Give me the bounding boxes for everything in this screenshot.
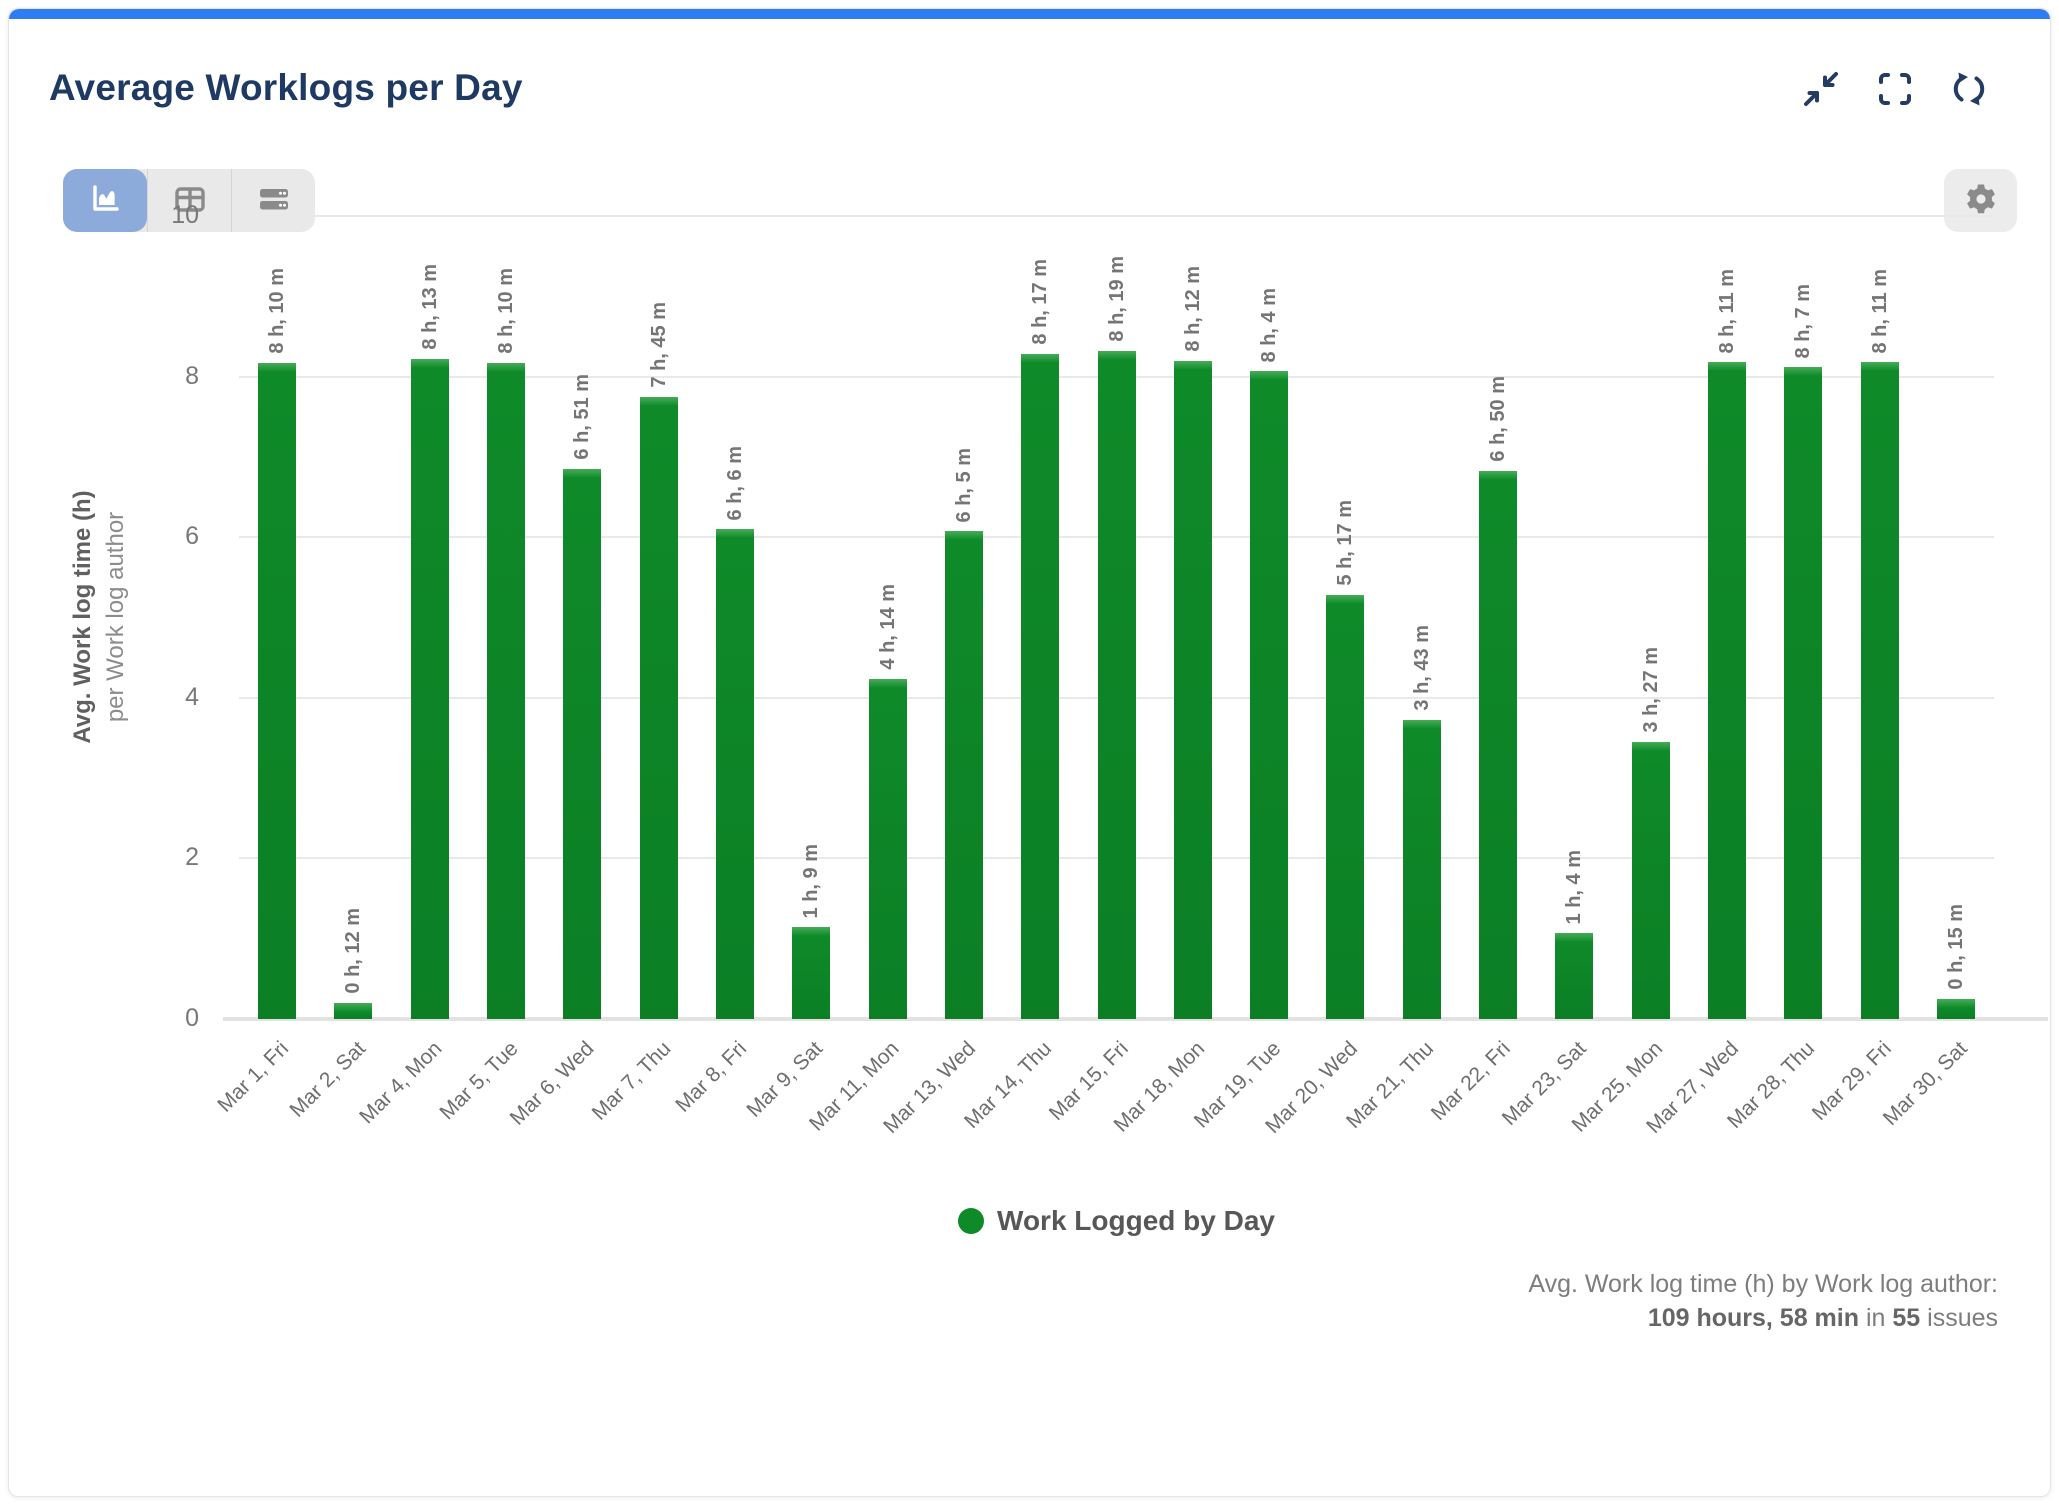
chart-legend[interactable]: Work Logged by Day bbox=[239, 1205, 1994, 1237]
chart-view-button[interactable] bbox=[63, 169, 147, 232]
accent-top-bar bbox=[9, 9, 2050, 19]
area-chart-icon bbox=[87, 181, 123, 220]
x-axis-line bbox=[223, 1017, 2048, 1021]
bar-value-label: 0 h, 12 m bbox=[342, 908, 365, 994]
y-tick-label: 10 bbox=[171, 201, 199, 229]
bar-value-label: 1 h, 9 m bbox=[800, 843, 823, 918]
bar-value-label: 6 h, 51 m bbox=[571, 374, 594, 460]
x-tick-label: Mar 8, Fri bbox=[671, 1037, 752, 1117]
bar[interactable] bbox=[1326, 595, 1365, 1019]
bar[interactable] bbox=[1173, 361, 1212, 1019]
gridline bbox=[239, 215, 1994, 217]
summary-line1: Avg. Work log time (h) by Work log autho… bbox=[1528, 1270, 1998, 1298]
y-tick-label: 6 bbox=[185, 522, 199, 551]
bar[interactable] bbox=[1479, 471, 1518, 1019]
summary-line2: 109 hours, 58 min in 55 issues bbox=[1528, 1301, 1998, 1335]
refresh-icon bbox=[1948, 68, 1990, 113]
bar-value-label: 8 h, 13 m bbox=[418, 264, 441, 350]
bar-value-label: 3 h, 27 m bbox=[1639, 647, 1662, 733]
bar-value-label: 8 h, 10 m bbox=[495, 268, 518, 354]
settings-button[interactable] bbox=[1944, 169, 2017, 232]
bar-value-label: 8 h, 4 m bbox=[1258, 287, 1281, 362]
table-icon bbox=[172, 181, 208, 220]
bar-value-label: 0 h, 15 m bbox=[1944, 904, 1967, 990]
bar[interactable] bbox=[715, 529, 754, 1019]
y-tick-label: 4 bbox=[185, 682, 199, 711]
bar-value-label: 1 h, 4 m bbox=[1563, 849, 1586, 924]
summary-mid: in bbox=[1859, 1304, 1893, 1332]
bar[interactable] bbox=[1402, 720, 1441, 1019]
rows-icon bbox=[256, 181, 292, 220]
fullscreen-button[interactable] bbox=[1874, 69, 1916, 111]
fullscreen-icon bbox=[1874, 68, 1916, 113]
bar-value-label: 4 h, 14 m bbox=[876, 584, 899, 670]
legend-marker bbox=[958, 1208, 985, 1234]
bar-value-label: 3 h, 43 m bbox=[1410, 625, 1433, 711]
bar[interactable] bbox=[792, 927, 831, 1019]
y-tick-label: 8 bbox=[185, 361, 199, 390]
bar[interactable] bbox=[334, 1003, 373, 1019]
y-tick-label: 2 bbox=[185, 843, 199, 872]
bar-value-label: 8 h, 19 m bbox=[1105, 256, 1128, 342]
table-view-button[interactable] bbox=[147, 169, 231, 232]
collapse-icon bbox=[1800, 68, 1842, 113]
bar-value-label: 5 h, 17 m bbox=[1334, 500, 1357, 586]
collapse-button[interactable] bbox=[1800, 69, 1842, 111]
page-title: Average Worklogs per Day bbox=[49, 67, 523, 108]
bar-value-label: 8 h, 7 m bbox=[1792, 283, 1815, 358]
bar[interactable] bbox=[1936, 999, 1975, 1019]
gadget-card: Average Worklogs per Day bbox=[8, 8, 2051, 1497]
legend-label: Work Logged by Day bbox=[997, 1205, 1275, 1236]
bar-value-label: 7 h, 45 m bbox=[647, 302, 670, 388]
bar-value-label: 8 h, 11 m bbox=[1868, 268, 1891, 354]
bar-value-label: 8 h, 11 m bbox=[1715, 268, 1738, 354]
bar[interactable] bbox=[1555, 933, 1594, 1019]
bar-value-label: 6 h, 5 m bbox=[952, 447, 975, 522]
bar[interactable] bbox=[258, 363, 297, 1019]
bar[interactable] bbox=[944, 531, 983, 1019]
bar[interactable] bbox=[563, 469, 602, 1019]
bar[interactable] bbox=[868, 679, 907, 1019]
bar[interactable] bbox=[487, 363, 526, 1019]
plot-area: 8 h, 10 m Mar 1, Fri 0 h, 12 m Mar 2, Sat 8 … bbox=[214, 215, 2048, 1138]
list-view-button[interactable] bbox=[231, 169, 315, 232]
bar-value-label: 6 h, 50 m bbox=[1487, 376, 1510, 462]
refresh-button[interactable] bbox=[1948, 69, 1990, 111]
summary-tail: issues bbox=[1920, 1304, 1998, 1332]
bar[interactable] bbox=[1784, 367, 1823, 1019]
bar[interactable] bbox=[1707, 362, 1746, 1019]
bar[interactable] bbox=[1631, 742, 1670, 1019]
bar-value-label: 8 h, 12 m bbox=[1181, 266, 1204, 352]
x-tick-label: Mar 1, Fri bbox=[213, 1037, 294, 1117]
x-tick-label: Mar 7, Thu bbox=[587, 1037, 675, 1125]
bar-value-label: 6 h, 6 m bbox=[723, 445, 746, 520]
gear-icon bbox=[1963, 181, 1999, 220]
bar-value-label: 8 h, 10 m bbox=[266, 268, 289, 354]
bar[interactable] bbox=[1097, 351, 1136, 1019]
bar[interactable] bbox=[639, 397, 678, 1019]
bar[interactable] bbox=[410, 359, 449, 1019]
bar[interactable] bbox=[1250, 371, 1289, 1019]
y-tick-label: 0 bbox=[185, 1004, 199, 1032]
window-controls bbox=[1800, 69, 1990, 111]
view-toggle-group bbox=[63, 169, 315, 232]
summary: Avg. Work log time (h) by Work log autho… bbox=[1528, 1267, 1998, 1335]
summary-issue-count: 55 bbox=[1892, 1304, 1921, 1332]
bar[interactable] bbox=[1860, 362, 1899, 1019]
bar-value-label: 8 h, 17 m bbox=[1029, 259, 1052, 345]
bar[interactable] bbox=[1021, 354, 1060, 1019]
summary-total: 109 hours, 58 min bbox=[1647, 1304, 1860, 1332]
y-axis-ticks: 0 2 4 6 8 10 bbox=[9, 201, 199, 1032]
